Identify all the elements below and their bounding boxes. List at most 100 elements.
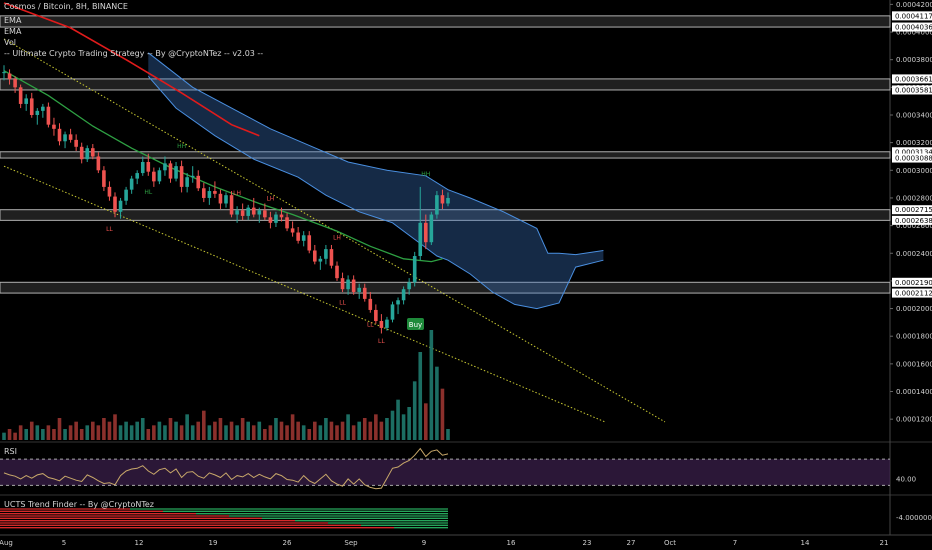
candle-body xyxy=(318,258,323,262)
candle-body xyxy=(274,214,278,223)
volume-bar xyxy=(418,352,423,440)
volume-bar xyxy=(324,418,328,440)
candle-body xyxy=(146,162,151,172)
volume-bar xyxy=(446,429,450,440)
candle-body xyxy=(257,210,262,215)
price-tag xyxy=(892,215,932,225)
ema-slow-line xyxy=(3,2,260,137)
candle-body xyxy=(285,217,289,229)
volume-bar xyxy=(362,418,367,440)
pattern-marker: LH xyxy=(266,196,274,203)
volume-bar xyxy=(2,432,6,440)
ema-legend-1[interactable]: EMA xyxy=(4,16,22,25)
candle-body xyxy=(107,186,112,197)
candle-body xyxy=(229,195,234,215)
price-zone xyxy=(0,151,891,159)
candle-body xyxy=(279,214,284,218)
price-tag xyxy=(892,205,932,215)
candle-body xyxy=(290,228,295,233)
vol-legend[interactable]: Vol xyxy=(4,38,16,47)
candle-body xyxy=(68,134,73,140)
volume-bar xyxy=(185,414,189,440)
ucts-legend[interactable]: UCTS Trend Finder -- By @CryptoNTez xyxy=(4,500,154,509)
volume-bar xyxy=(279,421,284,440)
buy-signal: Buy xyxy=(407,318,424,330)
volume-bar xyxy=(368,421,373,440)
candle-body xyxy=(140,162,145,174)
volume-bar xyxy=(357,421,361,440)
candle-body xyxy=(396,300,400,305)
volume-bar xyxy=(168,418,173,440)
ucts-level-label: -4.000000 xyxy=(896,514,932,522)
candle-body xyxy=(213,191,217,194)
volume-bar xyxy=(440,388,445,440)
volume-bar xyxy=(202,410,206,440)
volume-bar xyxy=(379,421,384,440)
volume-bar xyxy=(102,418,106,440)
ema-legend-2[interactable]: EMA xyxy=(4,27,22,36)
candle-body xyxy=(2,72,6,74)
volume-bar xyxy=(385,418,389,440)
volume-bar xyxy=(24,429,28,440)
price-tag xyxy=(892,147,932,157)
candle-body xyxy=(301,235,306,241)
support-resistance-zones xyxy=(0,15,891,294)
price-zone xyxy=(0,15,891,28)
volume-bar xyxy=(107,421,112,440)
time-tick-label: Aug xyxy=(0,539,13,547)
time-tick-label: 14 xyxy=(801,539,810,547)
candle-body xyxy=(174,166,178,179)
candle-body xyxy=(385,319,389,328)
time-tick-label: 27 xyxy=(627,539,636,547)
rsi-legend[interactable]: RSI xyxy=(4,447,17,456)
candle-body xyxy=(152,171,156,182)
candle-body xyxy=(168,163,173,179)
candle-body xyxy=(390,304,395,320)
volume-bar xyxy=(307,429,312,440)
time-tick-label: Sep xyxy=(344,539,358,547)
candle-body xyxy=(407,282,411,290)
candle-body xyxy=(196,175,201,189)
volume-bar xyxy=(224,425,228,440)
ucts-panel: -4.000000 xyxy=(0,508,932,529)
time-tick-label: 9 xyxy=(422,539,426,547)
volume-bar xyxy=(340,421,345,440)
candle-body xyxy=(418,222,423,257)
candle-body xyxy=(412,256,417,283)
candle-body xyxy=(24,98,28,104)
volume-bar xyxy=(113,414,117,440)
strategy-legend[interactable]: -- Ultimate Crypto Trading Strategy -- B… xyxy=(4,49,264,58)
candle-body xyxy=(79,146,84,160)
candle-body xyxy=(135,173,139,179)
candle-body xyxy=(18,87,23,104)
pattern-marker: LL xyxy=(106,226,113,233)
volume-bar xyxy=(335,425,339,440)
volume-bar xyxy=(41,429,45,440)
time-tick-label: 12 xyxy=(135,539,144,547)
candle-body xyxy=(401,289,406,301)
volume-bar xyxy=(68,425,73,440)
price-tag xyxy=(892,22,932,32)
candle-body xyxy=(29,98,34,115)
candle-body xyxy=(157,170,162,182)
volume-bar xyxy=(129,425,134,440)
pattern-markers: HH HH HL LL LL LL LH LH LH LL xyxy=(106,143,430,345)
volume-bar xyxy=(229,421,234,440)
pattern-marker: LL xyxy=(339,299,346,306)
volume-bar xyxy=(124,421,128,440)
price-zone xyxy=(0,78,891,91)
rsi-panel: 40.00 xyxy=(0,447,916,490)
volume-bar xyxy=(85,425,90,440)
time-axis[interactable]: Aug 5 12 19 26 Sep 9 16 23 27 Oct 7 14 21 xyxy=(0,539,888,547)
price-axis[interactable]: 0.000420000.000400000.000380000.00036000… xyxy=(890,1,932,424)
volume-bar xyxy=(274,418,278,440)
rsi-level-label: 40.00 xyxy=(896,475,916,483)
